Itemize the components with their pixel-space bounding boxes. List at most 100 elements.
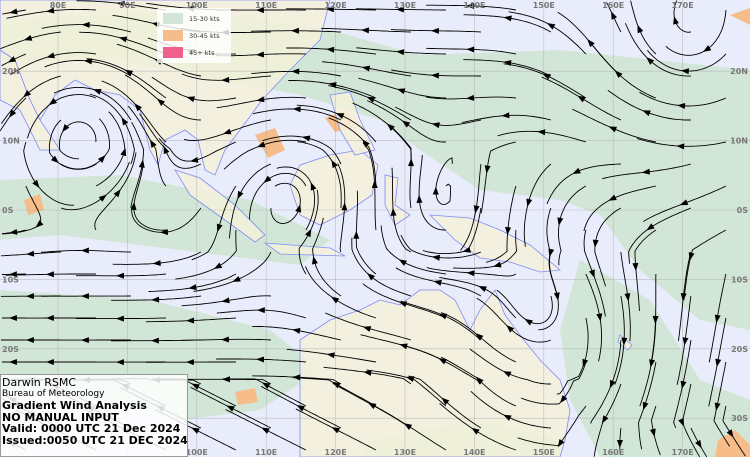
arrowhead-icon xyxy=(646,223,655,231)
legend-item: 30-45 kts xyxy=(163,30,220,41)
arrowhead-icon xyxy=(682,337,689,346)
arrowhead-icon xyxy=(8,359,17,365)
land-sumatra xyxy=(174,169,266,243)
arrowhead-icon xyxy=(292,327,301,334)
legend-swatch xyxy=(163,30,183,41)
arrowhead-icon xyxy=(255,51,265,58)
arrowhead-icon xyxy=(677,102,686,109)
arrowhead-icon xyxy=(312,256,318,265)
legend-label: 30-45 kts xyxy=(189,31,220,40)
agency-name: Bureau of Meteorology xyxy=(2,388,105,399)
arrowhead-icon xyxy=(471,427,480,435)
band-30-45 xyxy=(730,8,750,25)
lon-label-bottom: 100E xyxy=(186,448,208,457)
arrowhead-icon xyxy=(395,6,404,13)
legend-swatch xyxy=(163,13,183,24)
lon-label-bottom: 170E xyxy=(672,448,694,457)
lon-label-top: 170E xyxy=(672,1,694,10)
arrowhead-icon xyxy=(216,223,223,233)
arrowhead-icon xyxy=(548,248,555,257)
arrowhead-icon xyxy=(97,155,106,163)
arrowhead-icon xyxy=(32,179,40,188)
streamline xyxy=(89,93,135,165)
arrowhead-icon xyxy=(475,376,484,385)
arrowhead-icon xyxy=(9,8,18,15)
arrowhead-icon xyxy=(189,156,199,163)
arrowhead-icon xyxy=(255,7,264,14)
legend-swatch xyxy=(163,47,183,58)
arrowhead-icon xyxy=(363,369,372,376)
office-name: Darwin RSMC xyxy=(2,376,77,389)
arrowhead-icon xyxy=(118,36,128,43)
arrowhead-icon xyxy=(592,239,599,248)
arrowhead-icon xyxy=(330,296,340,304)
band-15-30 xyxy=(0,10,750,330)
arrowhead-icon xyxy=(589,269,595,278)
arrowhead-icon xyxy=(291,68,300,75)
arrowhead-icon xyxy=(325,6,334,13)
land-sulawesi xyxy=(384,174,411,226)
land-new-guinea xyxy=(428,214,561,273)
arrowhead-icon xyxy=(46,7,55,14)
arrowhead-icon xyxy=(159,229,169,236)
arrowhead-icon xyxy=(7,56,17,63)
arrowhead-icon xyxy=(632,262,639,272)
arrowhead-icon xyxy=(416,194,423,203)
arrowhead-icon xyxy=(726,429,734,438)
arrowhead-icon xyxy=(360,27,370,34)
arrowhead-icon xyxy=(673,16,679,25)
lat-label-right: 10S xyxy=(731,275,748,284)
arrowhead-icon xyxy=(331,427,340,434)
streamline xyxy=(95,111,126,187)
lon-label-bottom: 160E xyxy=(602,448,624,457)
arrowhead-icon xyxy=(8,314,17,321)
arrowhead-icon xyxy=(557,438,565,448)
arrowhead-icon xyxy=(326,352,335,359)
arrowhead-icon xyxy=(98,194,107,202)
arrowhead-icon xyxy=(462,246,471,253)
arrowhead-icon xyxy=(115,315,124,322)
arrowhead-icon xyxy=(572,167,581,174)
arrowhead-icon xyxy=(124,69,134,77)
arrowhead-icon xyxy=(367,273,376,281)
arrowhead-icon xyxy=(191,383,200,390)
arrowhead-icon xyxy=(676,143,685,150)
arrowhead-icon xyxy=(478,286,487,292)
arrowhead-icon xyxy=(361,65,371,72)
arrowhead-icon xyxy=(116,272,124,279)
arrowhead-icon xyxy=(335,113,345,119)
arrowhead-icon xyxy=(537,129,546,136)
lat-label-left: 10S xyxy=(2,275,19,284)
arrowhead-icon xyxy=(256,96,265,103)
arrowhead-icon xyxy=(26,250,35,257)
arrowhead-icon xyxy=(256,307,265,314)
arrowhead-icon xyxy=(714,402,721,411)
arrowhead-icon xyxy=(506,325,515,333)
arrowhead-icon xyxy=(116,0,125,7)
arrowhead-icon xyxy=(331,159,338,169)
arrowhead-icon xyxy=(398,301,408,308)
arrowhead-icon xyxy=(232,275,241,282)
legend-item: 45+ kts xyxy=(163,47,214,58)
arrowhead-icon xyxy=(587,39,595,48)
lon-label-top: 150E xyxy=(533,1,555,10)
arrowhead-icon xyxy=(466,2,475,9)
lon-label-bottom: 110E xyxy=(255,448,277,457)
arrowhead-icon xyxy=(616,439,623,448)
arrowhead-icon xyxy=(186,317,195,324)
arrowhead-icon xyxy=(642,401,649,411)
arrowhead-icon xyxy=(134,103,142,112)
arrowhead-icon xyxy=(113,189,121,198)
arrowhead-icon xyxy=(501,112,510,119)
arrowhead-icon xyxy=(45,359,54,365)
arrowhead-icon xyxy=(466,46,475,53)
arrowhead-icon xyxy=(502,371,512,378)
arrowhead-icon xyxy=(149,139,157,148)
arrowhead-icon xyxy=(371,180,378,189)
arrowhead-icon xyxy=(441,397,450,406)
arrowhead-icon xyxy=(163,145,170,155)
arrowhead-icon xyxy=(438,313,448,320)
lat-label-right: 30S xyxy=(731,414,748,423)
